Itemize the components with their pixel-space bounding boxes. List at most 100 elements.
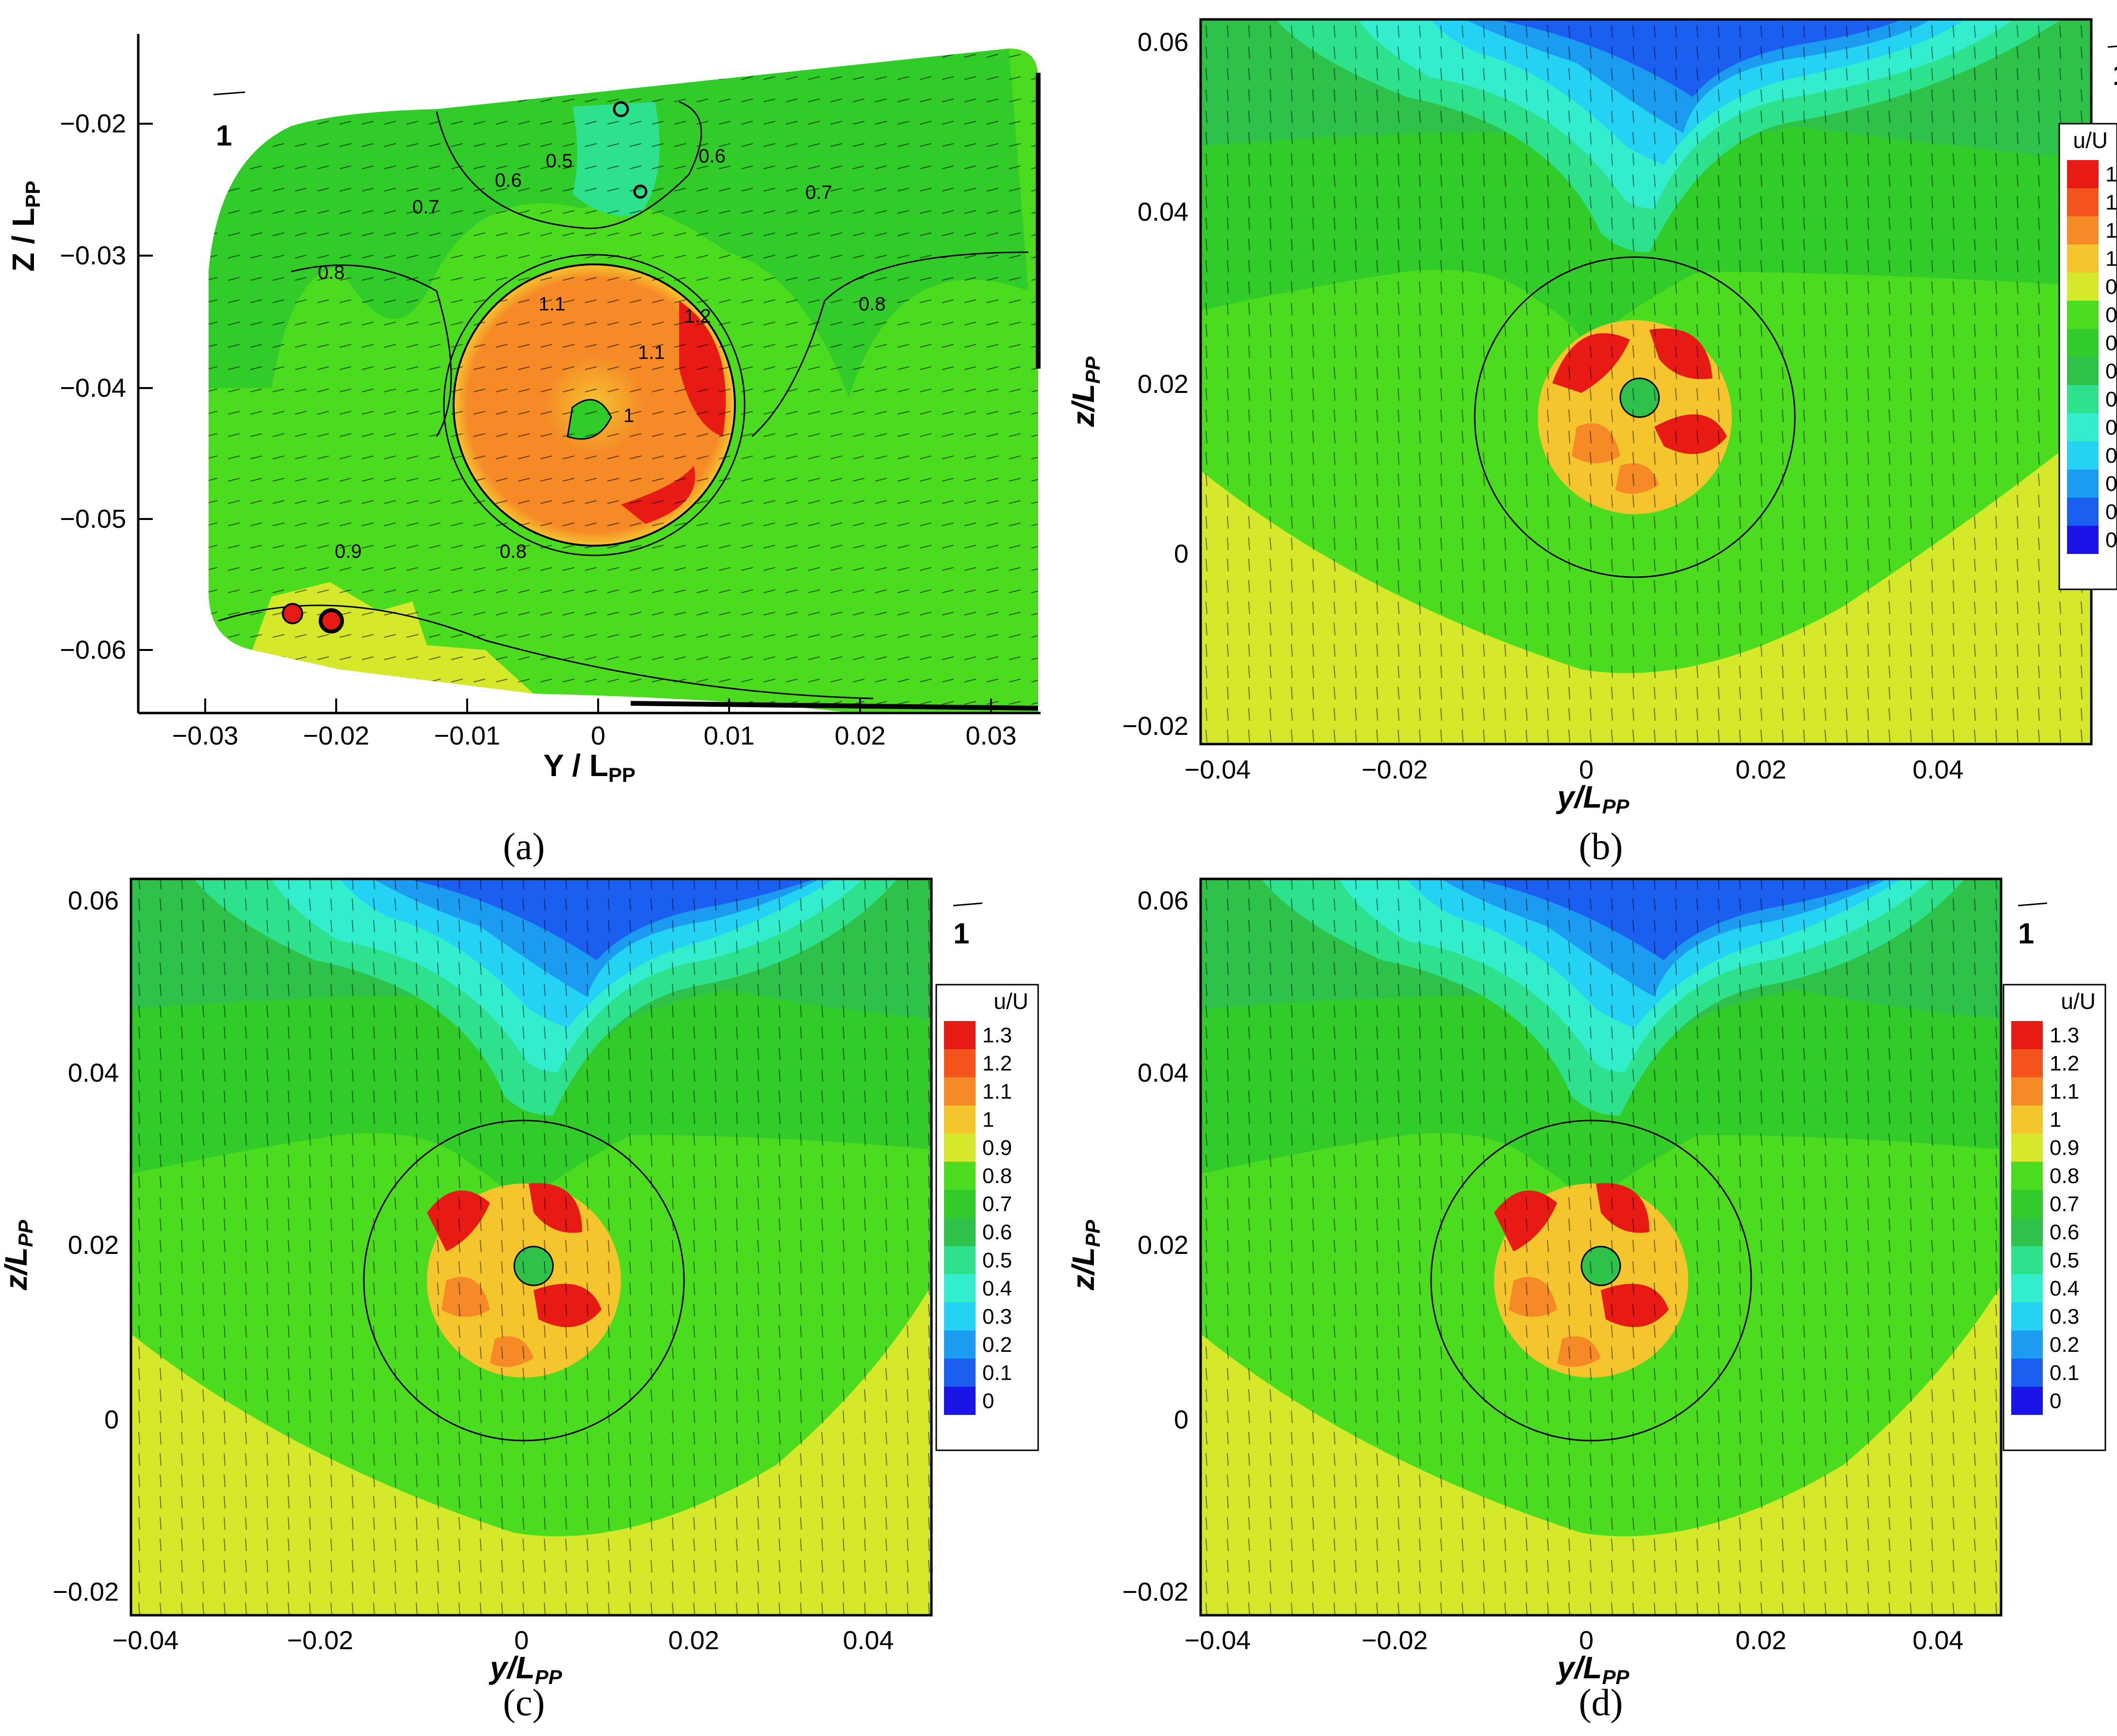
panel-c: −0.04 −0.02 0 0.02 0.04 0.06 0.04 0.02 0…	[0, 873, 1058, 1736]
legend-swatch	[2067, 329, 2099, 357]
legend-label: 0.4	[2050, 1277, 2079, 1300]
vector-field-b	[1201, 19, 2091, 744]
legend-b: u/U 1.3 1.2 1.1 1 0.9 0.8 0.7 0.6 0.5 0.4 0.3 0.2 0.…	[2058, 123, 2117, 590]
legend-label: 0.5	[982, 1249, 1012, 1272]
contour-label-a: 0.8	[318, 262, 345, 283]
y-tick-label: 0	[104, 1405, 119, 1434]
chart-d: −0.04 −0.02 0 0.02 0.04 0.06 0.04 0.02 0…	[1067, 877, 2106, 1688]
x-axis-title-c: y/LPP	[489, 1650, 562, 1688]
legend-label: 0.5	[2105, 388, 2117, 411]
marker-a-1	[282, 603, 303, 624]
legend-swatch	[2011, 1246, 2043, 1274]
legend-label: 1.1	[2050, 1080, 2079, 1103]
legend-swatch	[2067, 526, 2099, 554]
legend-swatch	[2067, 357, 2099, 385]
x-tick-label: 0.02	[1735, 1626, 1786, 1655]
legend-label: 0.9	[982, 1136, 1012, 1160]
legend-swatch	[2011, 1162, 2043, 1190]
ref-vector-d	[2018, 902, 2048, 907]
contour-label-a: 1.1	[538, 293, 566, 315]
x-axis-title-b: y/LPP	[1556, 779, 1629, 818]
y-tick-label: −0.02	[52, 1577, 119, 1606]
y-tick-label: 0.04	[68, 1058, 119, 1087]
y-ticks-a	[138, 123, 153, 651]
x-tick-label: 0.02	[668, 1626, 719, 1655]
x-tick-labels-c: −0.04 −0.02 0 0.02 0.04	[113, 1626, 894, 1655]
x-tick-labels-b: −0.04 −0.02 0 0.02 0.04	[1185, 755, 1964, 784]
y-tick-labels-b: 0.06 0.04 0.02 0 −0.02	[1122, 28, 1189, 741]
x-tick-label: 0.03	[965, 721, 1016, 750]
legend-swatch	[944, 1021, 976, 1049]
y-tick-label: −0.06	[60, 635, 126, 665]
legend-swatch	[944, 1274, 976, 1302]
y-tick-label: 0.06	[68, 886, 119, 915]
legend-label: 0.8	[982, 1164, 1012, 1188]
ref-vector-c	[953, 902, 983, 907]
plot-frame-d	[1199, 877, 2003, 1617]
legend-swatch	[2011, 1021, 2043, 1049]
vector-field-d	[1201, 879, 2001, 1615]
legend-swatch	[2011, 1134, 2043, 1162]
y-axis-title-a: Z / LPP	[6, 180, 44, 272]
legend-swatch	[2011, 1302, 2043, 1330]
x-tick-label: −0.02	[287, 1626, 354, 1655]
chart-b: −0.04 −0.02 0 0.02 0.04 0.06 0.04 0.02 0…	[1067, 18, 2117, 818]
legend-label: 0	[2105, 528, 2117, 552]
edge-a-bottom	[630, 701, 1039, 711]
marker-a-2	[319, 608, 344, 633]
x-tick-labels-a: −0.03 −0.02 −0.01 0 0.01 0.02 0.03	[172, 721, 1017, 750]
legend-label: 1.2	[982, 1052, 1012, 1075]
legend-label: 0.2	[982, 1333, 1012, 1357]
y-tick-label: 0.02	[1138, 1231, 1189, 1260]
legend-swatch	[2067, 216, 2099, 244]
contour-label-a: 0.7	[805, 182, 832, 203]
legend-swatch	[2011, 1330, 2043, 1359]
legend-label: 0.5	[2050, 1249, 2079, 1272]
legend-label: 0.6	[982, 1220, 1012, 1244]
legend-label: 1.3	[982, 1023, 1012, 1047]
legend-swatches-d: 1.3 1.2 1.1 1 0.9 0.8 0.7 0.6 0.5 0.4 0.3 0.2 0.1 0	[2011, 1021, 2079, 1415]
legend-label: 0.7	[982, 1192, 1012, 1216]
caption-a: (a)	[503, 825, 545, 867]
legend-swatch	[944, 1077, 976, 1105]
contour-label-a: 0.5	[546, 150, 573, 172]
contour-label-a: 0.6	[495, 170, 522, 191]
legend-label: 0.7	[2105, 331, 2117, 355]
legend-swatch	[2011, 1359, 2043, 1387]
legend-swatch	[2067, 413, 2099, 441]
legend-label: 0.2	[2105, 472, 2117, 496]
legend-swatches-c: 1.3 1.2 1.1 1 0.9 0.8 0.7 0.6 0.5 0.4 0.3 0.2 0.1 0	[944, 1021, 1012, 1415]
legend-swatch	[2067, 188, 2099, 216]
legend-swatch	[2011, 1190, 2043, 1218]
x-tick-label: −0.04	[1185, 1626, 1251, 1655]
x-tick-label: −0.04	[113, 1626, 179, 1655]
y-tick-labels-c: 0.06 0.04 0.02 0 −0.02	[52, 886, 119, 1606]
y-axis-title-c: z/LPP	[0, 1219, 37, 1291]
y-tick-label: −0.02	[60, 109, 126, 138]
legend-swatch	[944, 1359, 976, 1387]
legend-label: 0.7	[2050, 1192, 2079, 1216]
plot-frame-c	[130, 877, 933, 1617]
ref-vector-label-d: 1	[2018, 917, 2034, 950]
legend-swatch	[2011, 1049, 2043, 1077]
y-tick-labels-d: 0.06 0.04 0.02 0 −0.02	[1122, 886, 1189, 1606]
legend-label: 1	[982, 1108, 994, 1132]
y-tick-label: 0	[1174, 1405, 1189, 1434]
panel-b: −0.04 −0.02 0 0.02 0.04 0.06 0.04 0.02 0…	[1067, 0, 2117, 873]
legend-swatch	[2067, 301, 2099, 329]
legend-swatch	[944, 1049, 976, 1077]
legend-title: u/U	[993, 989, 1028, 1014]
legend-swatch	[2011, 1077, 2043, 1105]
caption-c: (c)	[503, 1681, 545, 1723]
legend-swatch	[2011, 1105, 2043, 1134]
legend-swatch	[2067, 470, 2099, 498]
y-tick-label: 0.04	[1138, 1058, 1189, 1087]
legend-swatch	[944, 1190, 976, 1218]
y-tick-label: −0.04	[60, 373, 126, 403]
ref-vector-a	[213, 91, 245, 96]
x-axis-title-a: Y / LPP	[543, 748, 635, 786]
y-tick-label: 0.06	[1138, 28, 1189, 57]
legend-swatches-b: 1.3 1.2 1.1 1 0.9 0.8 0.7 0.6 0.5 0.4 0.3 0.2 0.1 0	[2067, 160, 2117, 554]
legend-swatch	[2067, 498, 2099, 526]
vector-field-a	[209, 49, 1038, 713]
